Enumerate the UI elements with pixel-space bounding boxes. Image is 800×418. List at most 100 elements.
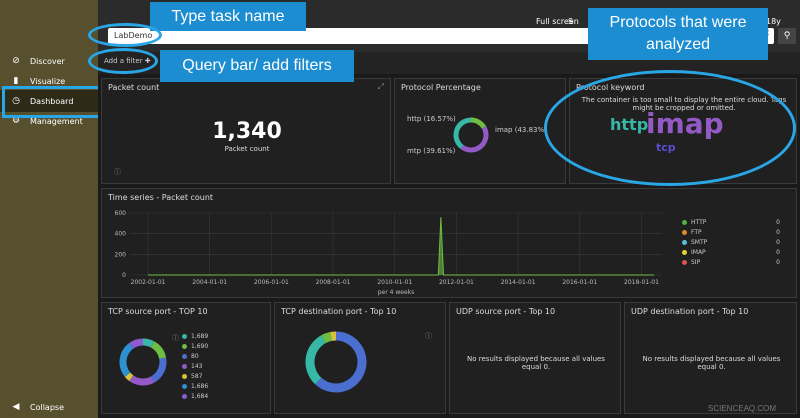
legend-value: 0	[776, 218, 780, 226]
donut-slice-seg2	[321, 332, 333, 344]
share-link[interactable]: S	[568, 17, 574, 26]
pie-label-imap: imap (43.83%)	[495, 126, 547, 134]
metric-value: 1,340	[212, 119, 282, 144]
collapse-button[interactable]: ◀ Collapse	[0, 396, 98, 418]
y-tick-label: 600	[115, 210, 127, 217]
legend-swatch	[182, 353, 187, 359]
y-tick-label: 200	[115, 251, 127, 258]
donut-slice-seg2	[150, 357, 167, 383]
callout-protocols: Protocols that were analyzed	[588, 8, 768, 60]
legend-item[interactable]: 587	[182, 371, 208, 381]
donut-slice-seg4	[124, 372, 134, 382]
x-tick-label: 2006-01-01	[254, 279, 289, 286]
sidebar: ⊘ Discover ▮ Visualize ◷ Dashboard ⚙ Man…	[0, 0, 98, 418]
legend-label: 1,690	[191, 342, 209, 350]
legend-item[interactable]: 1,690	[182, 341, 208, 351]
sidebar-item-management[interactable]: ⚙ Management	[0, 110, 98, 132]
legend-label: 587	[191, 372, 203, 380]
donut-slice-imap	[460, 126, 489, 153]
gear-icon: ⚙	[11, 116, 21, 126]
panel-time-series: Time series - Packet count 600 400 200 0 200…	[101, 188, 797, 298]
legend-label: IMAP	[691, 248, 706, 256]
x-tick-label: 2016-01-01	[562, 279, 597, 286]
panel-title: TCP source port - TOP 10	[108, 307, 208, 316]
legend-label: FTP	[691, 228, 702, 236]
search-button[interactable]: ⚲	[778, 28, 796, 44]
tcp-source-donut	[119, 338, 167, 386]
x-axis-label: per 4 weeks	[378, 289, 415, 296]
legend-item[interactable]: IMAP 0	[682, 247, 780, 257]
donut-slice-seg3	[129, 375, 155, 386]
panel-title: Protocol Percentage	[401, 83, 481, 92]
legend-swatch	[182, 393, 187, 399]
dashboard-main: Add a filter ✚ Packet count ⤢ 1,340 Pack…	[98, 52, 800, 418]
info-icon[interactable]: ⓘ	[425, 332, 432, 340]
panel-tcp-source: TCP source port - TOP 10 ⓘ 1,689 1,690 80 1…	[101, 302, 271, 414]
legend-item[interactable]: SIP 0	[682, 257, 780, 267]
time-series-chart: 600 400 200 0 2002-01-01 2004-01-01 2006-01-01…	[115, 210, 662, 296]
full-screen-link[interactable]: Full screen	[536, 17, 579, 26]
donut-slice-seg1	[150, 341, 167, 360]
dashboard-icon: ◷	[12, 96, 20, 106]
watermark-text: SCIENCEAQ.COM	[708, 404, 777, 413]
series-area	[148, 217, 655, 275]
dashboard-highlight	[2, 86, 102, 118]
legend-swatch	[682, 229, 687, 235]
x-tick-label: 2012-01-01	[439, 279, 474, 286]
sidebar-item-label: Dashboard	[30, 96, 74, 106]
expand-icon[interactable]: ⤢	[377, 82, 384, 91]
donut-slice-seg5	[119, 342, 134, 377]
protocol-legend: HTTP 0 FTP 0 SMTP 0 IMAP 0 SIP 0	[682, 217, 780, 267]
panel-udp-destination: UDP destination port - Top 10 No results…	[624, 302, 797, 414]
cloud-highlight-ring	[544, 70, 796, 186]
legend-item[interactable]: SMTP 0	[682, 237, 780, 247]
sidebar-item-discover[interactable]: ⊘ Discover	[0, 50, 98, 72]
donut-slice-seg6	[129, 338, 144, 349]
donut-slice-http	[470, 117, 487, 129]
x-tick-label: 2010-01-01	[377, 279, 412, 286]
tcp-destination-donut	[305, 331, 367, 393]
pie-label-http: http (16.57%)	[407, 115, 456, 123]
legend-item[interactable]: HTTP 0	[682, 217, 780, 227]
callout-text: Protocols that were analyzed	[609, 14, 747, 53]
collapse-icon: ◀	[12, 402, 20, 412]
callout-text: Query bar/ add filters	[182, 57, 332, 74]
panel-udp-source: UDP source port - Top 10 No results disp…	[449, 302, 621, 414]
legend-label: 1,684	[191, 392, 209, 400]
legend-swatch	[682, 239, 687, 245]
legend-item[interactable]: 1,686	[182, 381, 208, 391]
y-tick-label: 400	[115, 231, 127, 238]
pie-label-mtp: mtp (39.61%)	[407, 147, 456, 155]
series-line	[148, 217, 655, 276]
info-icon[interactable]: ⓘ	[114, 168, 121, 176]
legend-label: 143	[191, 362, 203, 370]
time-picker[interactable]: 18y	[766, 17, 781, 26]
legend-swatch	[182, 343, 187, 349]
legend-value: 0	[776, 258, 780, 266]
legend-value: 0	[776, 248, 780, 256]
legend-label: 1,686	[191, 382, 209, 390]
legend-value: 0	[776, 238, 780, 246]
collapse-label: Collapse	[30, 402, 64, 412]
legend-swatch	[682, 259, 687, 265]
legend-item[interactable]: FTP 0	[682, 227, 780, 237]
sidebar-item-dashboard[interactable]: ◷ Dashboard	[0, 90, 98, 112]
callout-type-task: Type task name	[150, 2, 306, 31]
legend-swatch	[682, 249, 687, 255]
legend-item[interactable]: 1,684	[182, 391, 208, 401]
legend-label: SIP	[691, 258, 701, 266]
sidebar-item-label: Visualize	[30, 76, 66, 86]
legend-label: HTTP	[691, 218, 707, 226]
legend-label: 80	[191, 352, 199, 360]
sidebar-item-visualize[interactable]: ▮ Visualize	[0, 70, 98, 92]
panel-title: Packet count	[108, 83, 160, 92]
legend-label: 1,689	[191, 332, 209, 340]
info-icon[interactable]: ⓘ	[172, 334, 179, 342]
legend-item[interactable]: 80	[182, 351, 208, 361]
legend-item[interactable]: 1,689	[182, 331, 208, 341]
donut-slice-seg0	[142, 338, 155, 348]
legend-swatch	[182, 363, 187, 369]
metric-caption: Packet count	[224, 145, 270, 153]
sidebar-item-label: Management	[30, 116, 83, 126]
legend-item[interactable]: 143	[182, 361, 208, 371]
